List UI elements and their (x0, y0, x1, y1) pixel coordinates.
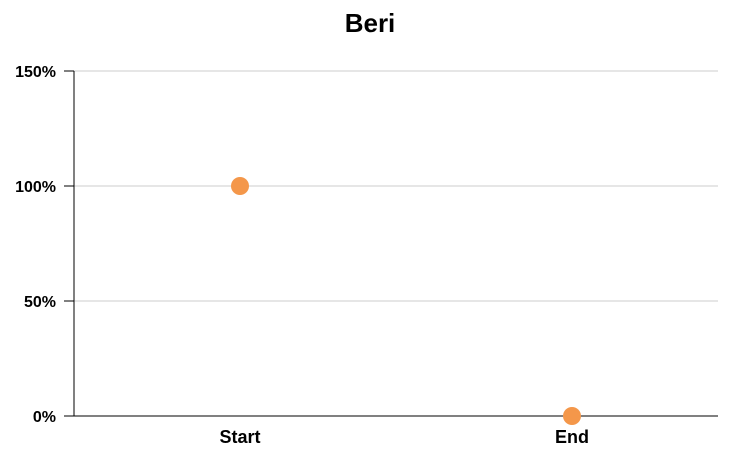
y-tick-label: 50% (24, 294, 56, 311)
x-tick-labels: Start End (219, 427, 589, 447)
chart-title: Beri (345, 8, 396, 38)
y-tick-labels: 0% 50% 100% 150% (15, 64, 56, 426)
y-tick-label: 0% (33, 409, 56, 426)
y-tick-label: 100% (15, 179, 56, 196)
y-tick-label: 150% (15, 64, 56, 81)
data-point (563, 407, 581, 425)
x-tick-label: End (555, 427, 589, 447)
grid-lines (74, 70, 718, 302)
axes (64, 70, 718, 417)
x-tick-label: Start (219, 427, 260, 447)
data-point (231, 177, 249, 195)
data-points (231, 177, 581, 425)
